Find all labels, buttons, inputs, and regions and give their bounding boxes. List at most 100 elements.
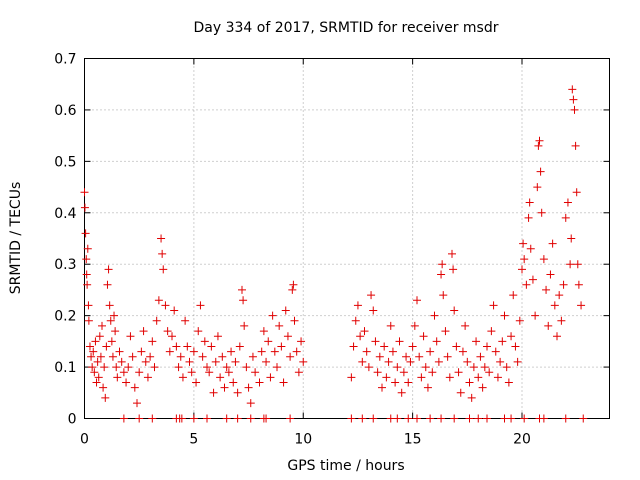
data-point xyxy=(555,291,564,300)
data-point xyxy=(437,414,446,423)
data-point xyxy=(100,363,109,372)
data-point xyxy=(450,306,459,315)
data-point xyxy=(469,363,478,372)
data-point xyxy=(419,332,428,341)
data-point xyxy=(185,357,194,366)
data-point xyxy=(513,357,522,366)
data-point xyxy=(577,301,586,310)
data-point xyxy=(183,342,192,351)
data-point xyxy=(80,188,89,197)
data-point xyxy=(143,373,152,382)
data-point xyxy=(557,316,566,325)
data-point xyxy=(559,280,568,289)
data-point xyxy=(533,183,542,192)
data-point xyxy=(257,347,266,356)
data-point xyxy=(281,306,290,315)
data-point xyxy=(373,368,382,377)
data-point xyxy=(289,280,298,289)
data-point xyxy=(579,414,588,423)
data-point xyxy=(286,414,295,423)
data-point xyxy=(88,363,97,372)
data-point xyxy=(87,352,96,361)
data-point xyxy=(524,213,533,222)
data-point xyxy=(189,347,198,356)
data-point xyxy=(461,321,470,330)
data-point xyxy=(568,85,577,94)
data-point xyxy=(227,347,236,356)
data-point xyxy=(189,414,198,423)
data-point xyxy=(122,378,131,387)
data-point xyxy=(150,363,159,372)
data-point xyxy=(262,414,271,423)
data-point xyxy=(449,265,458,274)
data-point xyxy=(262,357,271,366)
data-point xyxy=(213,332,222,341)
data-point xyxy=(176,352,185,361)
data-point xyxy=(110,311,119,320)
data-point xyxy=(480,363,489,372)
data-point xyxy=(395,337,404,346)
data-point xyxy=(441,327,450,336)
data-point xyxy=(567,234,576,243)
data-point xyxy=(238,285,246,294)
data-point xyxy=(421,363,430,372)
data-point xyxy=(413,296,421,305)
data-point xyxy=(570,105,579,114)
data-point xyxy=(569,95,578,104)
data-point xyxy=(102,342,111,351)
data-point xyxy=(561,414,570,423)
data-point xyxy=(550,301,559,310)
data-point xyxy=(279,378,288,387)
x-tick-label: 20 xyxy=(513,432,531,448)
data-point xyxy=(546,270,555,279)
y-tick-label: 0.4 xyxy=(54,206,76,222)
data-point xyxy=(534,141,543,150)
data-point xyxy=(356,332,365,341)
data-point xyxy=(467,393,476,402)
data-point xyxy=(216,373,225,382)
data-point xyxy=(81,229,90,238)
data-point xyxy=(168,332,176,341)
data-point xyxy=(98,321,106,330)
data-point xyxy=(170,306,179,315)
data-point xyxy=(353,301,362,310)
x-tick-label: 15 xyxy=(404,432,422,448)
data-point xyxy=(108,352,117,361)
data-point xyxy=(519,239,528,248)
data-point xyxy=(456,388,465,397)
data-point xyxy=(299,357,308,366)
data-point xyxy=(273,363,281,372)
data-point xyxy=(428,368,437,377)
data-point xyxy=(240,321,249,330)
data-point xyxy=(518,265,526,274)
data-point xyxy=(107,337,116,346)
data-point xyxy=(83,280,92,289)
y-tick-label: 0.1 xyxy=(54,360,76,376)
data-point xyxy=(432,337,441,346)
data-point xyxy=(220,383,229,392)
data-point xyxy=(452,342,461,351)
data-point xyxy=(124,363,133,372)
data-point xyxy=(99,383,108,392)
data-point xyxy=(105,301,114,310)
data-point xyxy=(148,414,157,423)
data-point xyxy=(478,383,487,392)
data-point xyxy=(509,291,518,300)
data-point xyxy=(233,388,242,397)
data-point xyxy=(515,316,524,325)
data-point xyxy=(369,306,378,315)
data-point xyxy=(290,316,299,325)
data-point xyxy=(177,414,186,423)
data-point xyxy=(502,363,511,372)
data-point xyxy=(531,311,540,320)
data-point xyxy=(218,352,227,361)
data-point xyxy=(507,414,516,423)
data-point xyxy=(399,368,408,377)
data-point xyxy=(286,352,295,361)
data-point xyxy=(415,352,424,361)
data-point xyxy=(85,342,94,351)
data-point xyxy=(135,368,144,377)
data-point xyxy=(246,399,255,408)
data-point xyxy=(83,244,92,253)
